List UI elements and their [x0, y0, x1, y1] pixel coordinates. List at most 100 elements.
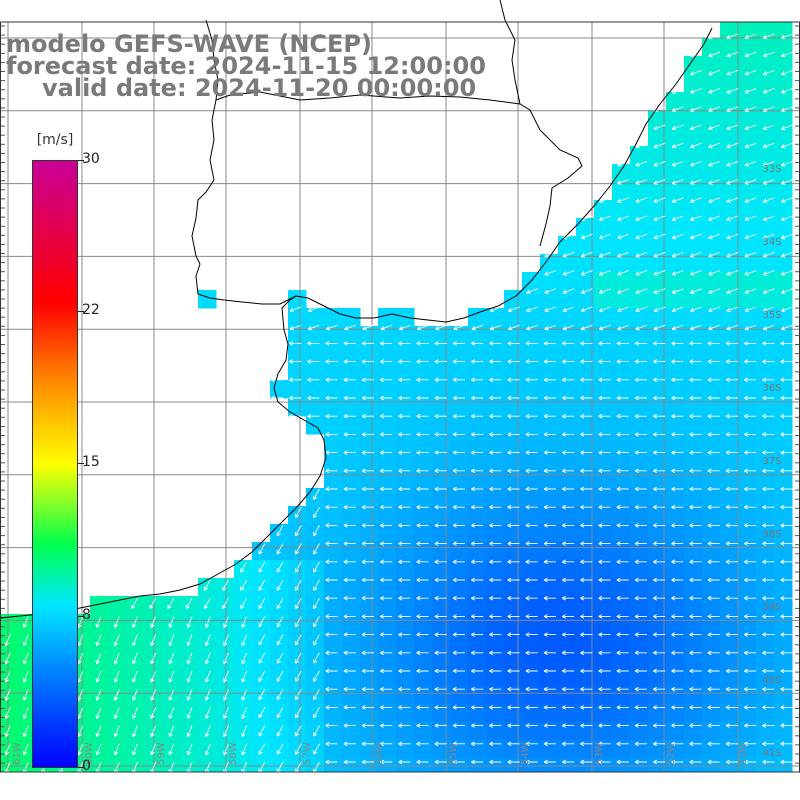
wind-arrow — [361, 377, 374, 383]
wind-arrow — [743, 523, 757, 528]
wind-arrow — [452, 523, 465, 528]
wind-arrow — [762, 541, 775, 546]
wind-arrow — [416, 759, 429, 765]
wind-arrow — [95, 670, 102, 683]
colorbar-tick-label: 8 — [82, 607, 91, 623]
wind-arrow — [343, 468, 356, 474]
wind-arrow — [689, 288, 702, 294]
wind-arrow — [452, 468, 465, 474]
wind-arrow — [343, 668, 356, 674]
wind-arrow — [507, 450, 520, 455]
wind-arrow — [744, 270, 757, 276]
wind-arrow — [22, 634, 29, 647]
wind-arrow — [489, 559, 502, 565]
wind-arrow — [452, 395, 465, 401]
wind-arrow — [726, 179, 739, 185]
wind-arrow — [398, 559, 411, 565]
wind-arrow — [580, 251, 593, 258]
wind-arrow — [416, 432, 429, 437]
wind-arrow — [671, 450, 684, 455]
wind-arrow — [132, 652, 138, 665]
wind-arrow — [452, 359, 465, 364]
wind-arrow — [470, 468, 484, 474]
wind-arrow — [543, 413, 556, 419]
wind-arrow — [671, 686, 684, 692]
wind-arrow — [580, 450, 593, 455]
wind-arrow — [780, 686, 793, 692]
wind-arrow — [634, 650, 647, 656]
wind-arrow — [525, 377, 538, 383]
wind-arrow — [289, 306, 302, 313]
wind-arrow — [671, 288, 684, 294]
wind-arrow — [580, 486, 593, 492]
wind-arrow — [343, 450, 356, 455]
wind-arrow — [707, 614, 720, 619]
wind-arrow — [150, 652, 157, 665]
wind-arrow — [258, 561, 266, 573]
wind-arrow — [689, 359, 702, 364]
wind-arrow — [689, 251, 702, 258]
wind-arrow — [313, 543, 320, 555]
lon-label: 54W — [520, 742, 531, 765]
wind-arrow — [470, 723, 484, 728]
wind-arrow — [726, 251, 739, 258]
brazil-border — [499, 0, 521, 105]
wind-arrow — [634, 432, 647, 437]
wind-arrow — [616, 341, 629, 346]
bottom-margin — [0, 772, 800, 800]
wind-arrow — [470, 559, 484, 565]
wind-arrow — [580, 523, 593, 528]
wind-arrow — [258, 725, 266, 737]
wind-arrow — [598, 650, 611, 656]
wind-arrow — [652, 341, 666, 346]
wind-arrow — [634, 577, 647, 583]
wind-arrow — [707, 686, 720, 692]
wind-arrow — [132, 689, 138, 701]
wind-arrow — [150, 634, 157, 647]
wind-arrow — [780, 69, 793, 76]
wind-arrow — [223, 689, 229, 701]
wind-arrow — [398, 432, 411, 437]
wind-arrow — [707, 504, 720, 510]
wind-arrow — [762, 450, 775, 455]
wind-arrow — [689, 686, 702, 692]
wind-arrow — [762, 142, 775, 149]
wind-arrow — [434, 686, 447, 692]
wind-arrow — [276, 688, 284, 701]
wind-arrow — [598, 432, 611, 437]
wind-arrow — [307, 413, 320, 419]
wind-arrow — [617, 179, 629, 185]
wind-arrow — [470, 341, 484, 346]
wind-arrow — [379, 595, 393, 601]
wind-arrow — [543, 632, 556, 637]
wind-arrow — [307, 395, 320, 401]
wind-arrow — [708, 251, 720, 258]
wind-arrow — [780, 723, 793, 728]
wind-arrow — [653, 251, 666, 258]
wind-arrow — [580, 377, 593, 383]
wind-arrow — [671, 359, 684, 364]
wind-arrow — [635, 233, 648, 240]
wind-arrow — [452, 504, 465, 510]
wind-arrow — [470, 668, 484, 674]
wind-arrow — [635, 306, 648, 313]
wind-arrow — [489, 468, 502, 474]
wind-arrow — [652, 668, 666, 674]
wind-arrow — [708, 215, 720, 222]
wind-arrow — [150, 707, 157, 719]
wind-arrow — [489, 741, 502, 747]
wind-arrow — [707, 559, 720, 565]
wind-arrow — [344, 324, 356, 331]
wind-arrow — [452, 432, 465, 437]
wind-arrow — [689, 88, 702, 94]
wind-arrow — [361, 523, 374, 528]
wind-arrow — [276, 579, 284, 591]
wind-arrow — [562, 270, 575, 276]
wind-arrow — [598, 705, 611, 710]
wind-arrow — [379, 632, 393, 637]
wind-arrow — [561, 377, 575, 383]
wind-arrow — [416, 395, 429, 401]
wind-arrow — [276, 525, 284, 537]
wind-arrow — [452, 650, 465, 656]
wind-arrow — [598, 450, 611, 455]
